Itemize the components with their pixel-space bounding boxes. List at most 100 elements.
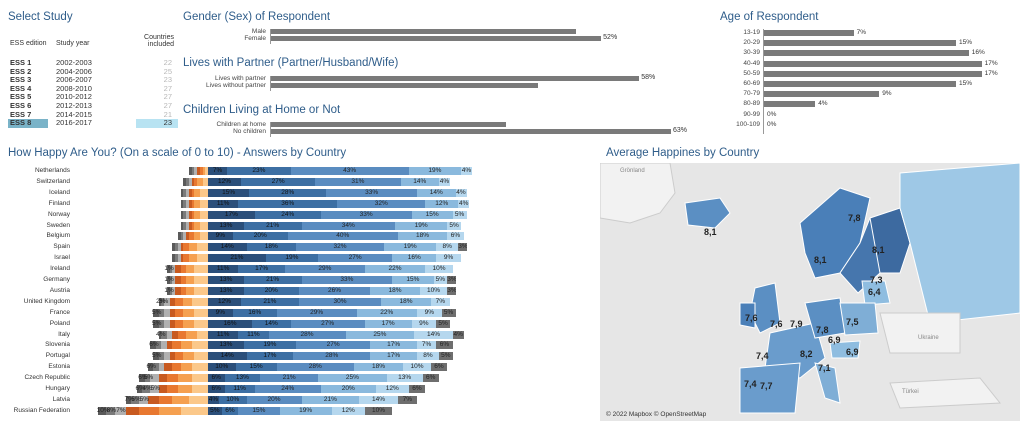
happiness-segment[interactable]: 10%: [364, 406, 393, 415]
happiness-segment[interactable]: 18%: [246, 243, 296, 252]
happiness-segment[interactable]: 21%: [243, 276, 302, 284]
happiness-segment[interactable]: 9%: [208, 232, 233, 241]
happiness-segment[interactable]: [175, 276, 181, 284]
happiness-segment[interactable]: 21%: [241, 297, 299, 306]
happiness-segment[interactable]: 23%: [227, 167, 291, 175]
happiness-segment[interactable]: 17%: [364, 319, 412, 328]
happiness-segment[interactable]: 21%: [260, 374, 318, 383]
happiness-segment[interactable]: 5%: [439, 352, 453, 361]
happiness-segment[interactable]: 15%: [411, 210, 453, 219]
happiness-segment[interactable]: [180, 341, 192, 350]
happiness-segment[interactable]: 19%: [279, 406, 332, 415]
happiness-segment[interactable]: [180, 363, 192, 372]
happiness-segment[interactable]: 12%: [208, 297, 241, 306]
happiness-segment[interactable]: 43%: [290, 167, 409, 175]
happiness-segment[interactable]: [194, 286, 208, 295]
happiness-segment[interactable]: 7%: [208, 167, 228, 175]
study-row[interactable]: ESS 5 2010-2012 27: [8, 93, 178, 102]
happiness-segment[interactable]: [175, 265, 181, 274]
happiness-segment[interactable]: 12%: [331, 406, 365, 415]
happiness-segment[interactable]: 14%: [208, 243, 247, 252]
happiness-segment[interactable]: [199, 188, 208, 197]
happiness-segment[interactable]: 4%: [455, 188, 467, 197]
study-row[interactable]: ESS 2 2004-2006 25: [8, 67, 178, 77]
happiness-segment[interactable]: [191, 341, 208, 350]
happiness-segment[interactable]: [153, 363, 159, 372]
happiness-segment[interactable]: 34%: [301, 221, 395, 230]
happiness-segment[interactable]: 33%: [326, 188, 417, 197]
happiness-segment[interactable]: [175, 243, 178, 252]
happiness-segment[interactable]: 28%: [293, 352, 371, 361]
happiness-segment[interactable]: [131, 395, 140, 404]
happiness-segment[interactable]: [166, 341, 173, 350]
happiness-segment[interactable]: [172, 330, 178, 339]
happiness-segment[interactable]: [158, 374, 167, 383]
happiness-segment[interactable]: 21%: [301, 395, 360, 404]
happiness-segment[interactable]: 7%: [430, 297, 450, 306]
happiness-segment[interactable]: [191, 297, 208, 306]
happiness-segment[interactable]: 11%: [238, 330, 269, 339]
happiness-map[interactable]: Grönland Ukraine Türkei 8,1 7,8 8,1 8,1 7,3 6…: [600, 163, 1020, 421]
happiness-segment[interactable]: [194, 188, 200, 197]
age-bar[interactable]: [764, 81, 956, 87]
happiness-segment[interactable]: 6%: [221, 406, 239, 415]
happiness-segment[interactable]: [161, 330, 167, 339]
happiness-segment[interactable]: [158, 319, 164, 328]
happiness-segment[interactable]: [169, 265, 173, 274]
happiness-segment[interactable]: 13%: [208, 221, 244, 230]
study-row[interactable]: ESS 7 2014-2015 21: [8, 110, 178, 120]
happiness-segment[interactable]: [172, 254, 175, 263]
happiness-segment[interactable]: 17%: [208, 210, 255, 219]
happiness-segment[interactable]: [186, 232, 189, 241]
happiness-segment[interactable]: [172, 395, 189, 404]
happiness-segment[interactable]: [194, 352, 208, 361]
happiness-segment[interactable]: [194, 199, 200, 208]
happiness-segment[interactable]: [166, 265, 170, 274]
happiness-segment[interactable]: [197, 254, 208, 263]
happiness-segment[interactable]: [164, 308, 170, 317]
age-bar[interactable]: [764, 60, 982, 67]
happiness-segment[interactable]: 8%: [417, 352, 439, 361]
happiness-segment[interactable]: [158, 395, 173, 404]
happiness-segment[interactable]: [177, 232, 181, 241]
happiness-segment[interactable]: 24%: [254, 210, 321, 219]
happiness-segment[interactable]: [180, 210, 184, 219]
happiness-segment[interactable]: 17%: [370, 341, 417, 350]
happiness-segment[interactable]: 11%: [208, 265, 239, 274]
happiness-segment[interactable]: [169, 352, 175, 361]
happiness-segment[interactable]: [202, 167, 206, 175]
happiness-segment[interactable]: [194, 177, 197, 186]
happiness-segment[interactable]: [194, 221, 200, 230]
happiness-segment[interactable]: [158, 308, 164, 317]
happiness-segment[interactable]: 5%: [447, 221, 461, 230]
happiness-segment[interactable]: [161, 341, 167, 350]
happiness-segment[interactable]: 33%: [320, 210, 412, 219]
happiness-segment[interactable]: 6%: [436, 341, 453, 350]
happiness-segment[interactable]: 21%: [208, 254, 266, 263]
happiness-segment[interactable]: [169, 308, 175, 317]
happiness-segment[interactable]: 10%: [425, 265, 453, 274]
happiness-segment[interactable]: 10%: [208, 363, 236, 372]
happiness-segment[interactable]: [175, 319, 184, 328]
happiness-segment[interactable]: 29%: [276, 308, 357, 317]
partner-bar[interactable]: [271, 82, 538, 88]
happiness-segment[interactable]: [194, 265, 208, 274]
happiness-segment[interactable]: [177, 374, 192, 383]
happiness-segment[interactable]: 40%: [287, 232, 398, 241]
happiness-segment[interactable]: 28%: [276, 363, 354, 372]
happiness-segment[interactable]: 32%: [296, 243, 384, 252]
happiness-segment[interactable]: [175, 297, 184, 306]
happiness-segment[interactable]: [164, 363, 173, 372]
happiness-segment[interactable]: 3%: [447, 286, 456, 295]
happiness-segment[interactable]: [194, 308, 208, 317]
happiness-segment[interactable]: 18%: [397, 232, 448, 241]
happiness-segment[interactable]: [186, 221, 189, 230]
happiness-segment[interactable]: [136, 385, 142, 393]
happiness-segment[interactable]: [183, 243, 189, 252]
happiness-segment[interactable]: [139, 395, 148, 404]
happiness-segment[interactable]: 10%: [403, 363, 431, 372]
happiness-segment[interactable]: 18%: [370, 286, 420, 295]
happiness-segment[interactable]: 5%: [441, 308, 456, 317]
happiness-segment[interactable]: 5%: [208, 406, 222, 415]
happiness-segment[interactable]: [186, 188, 189, 197]
